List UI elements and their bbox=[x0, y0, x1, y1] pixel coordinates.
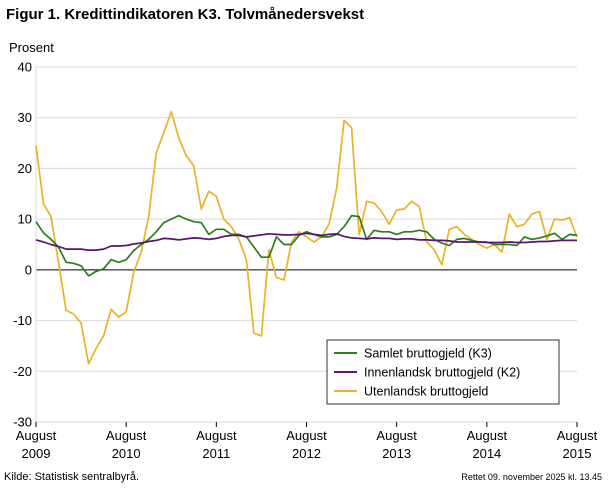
x-tick-label-month: August bbox=[286, 428, 327, 443]
x-tick-label-month: August bbox=[16, 428, 57, 443]
x-tick-label-year: 2015 bbox=[563, 446, 592, 461]
legend: Samlet bruttogjeld (K3) Innenlandsk brutt… bbox=[326, 339, 560, 405]
y-tick-label: -30 bbox=[13, 415, 32, 430]
x-tick-label-month: August bbox=[467, 428, 508, 443]
y-tick-label: 10 bbox=[18, 212, 32, 227]
correction-note: Rettet 09. november 2025 kl. 13.45 bbox=[461, 472, 602, 482]
legend-label: Innenlandsk bruttogjeld (K2) bbox=[364, 366, 520, 380]
y-tick-label: 20 bbox=[18, 161, 32, 176]
x-tick-label-year: 2012 bbox=[292, 446, 321, 461]
y-axis-label: Prosent bbox=[9, 40, 54, 55]
series-line-3 bbox=[35, 110, 578, 365]
x-tick-label-month: August bbox=[376, 428, 417, 443]
x-tick-label-year: 2013 bbox=[382, 446, 411, 461]
x-tick-label-year: 2010 bbox=[112, 446, 141, 461]
y-tick-label: 40 bbox=[18, 60, 32, 75]
x-tick-label-month: August bbox=[106, 428, 147, 443]
y-tick-label: 30 bbox=[18, 110, 32, 125]
y-tick-labels: -30 -20 -10 0 10 20 30 40 bbox=[13, 60, 32, 430]
y-tick-label: -10 bbox=[13, 313, 32, 328]
x-tick-label-year: 2011 bbox=[202, 446, 230, 461]
chart-title: Figur 1. Kredittindikatoren K3. Tolvmåne… bbox=[6, 6, 365, 23]
series-line-2 bbox=[35, 232, 577, 251]
y-tick-label: -20 bbox=[13, 364, 32, 379]
series-lines bbox=[35, 110, 578, 365]
legend-label: Utenlandsk bruttogjeld bbox=[364, 385, 488, 399]
x-tick-label-year: 2009 bbox=[22, 446, 51, 461]
x-tick-label-month: August bbox=[196, 428, 237, 443]
x-tick-labels: August 2009 August 2010 August 2011 August 2012… bbox=[16, 422, 598, 461]
y-tick-label: 0 bbox=[25, 262, 32, 277]
legend-box bbox=[326, 339, 560, 405]
legend-label: Samlet bruttogjeld (K3) bbox=[364, 347, 492, 361]
x-tick-label-year: 2014 bbox=[472, 446, 501, 461]
x-tick-label-month: August bbox=[557, 428, 598, 443]
source-note: Kilde: Statistisk sentralbyrå. bbox=[4, 471, 140, 483]
